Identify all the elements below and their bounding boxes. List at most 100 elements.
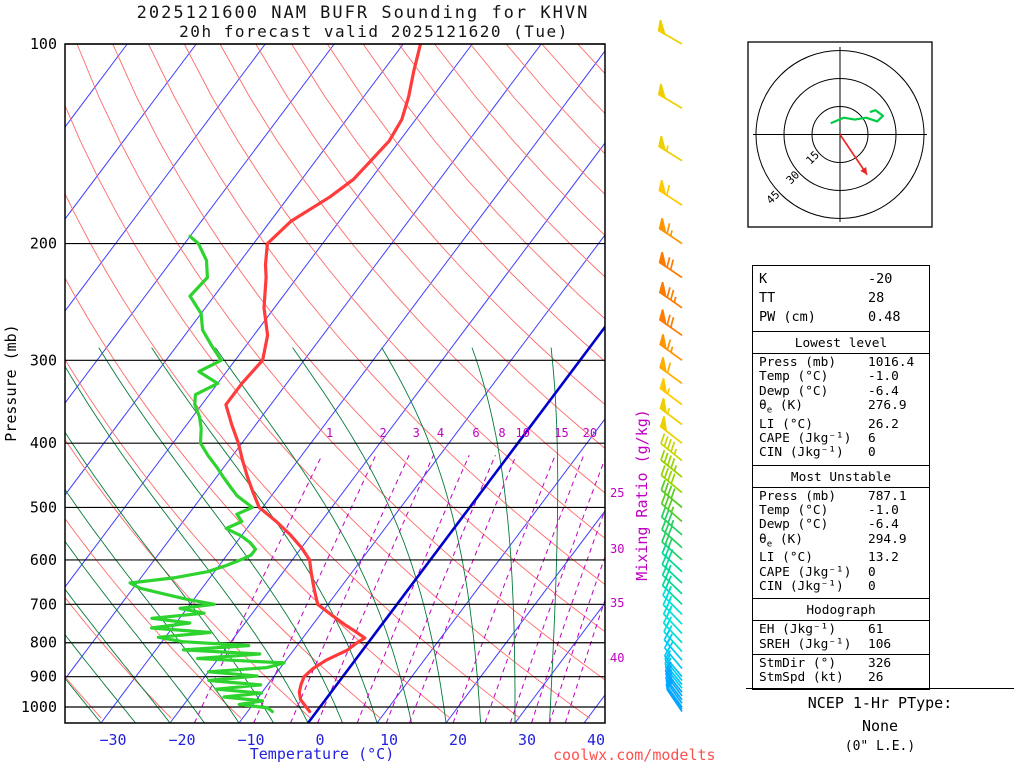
moist-adiabat-line bbox=[292, 347, 447, 723]
wind-barb-staff bbox=[660, 474, 683, 494]
wind-barb-feather bbox=[661, 543, 668, 554]
stats-panel: K -20 TT 28 PW (cm) 0.48 bbox=[752, 265, 930, 332]
mixing-ratio-label: 8 bbox=[498, 426, 505, 440]
wind-barb-feather bbox=[667, 470, 673, 482]
stats-row-value: 0 bbox=[868, 445, 876, 461]
stats-panel-header: Hodograph bbox=[753, 602, 929, 622]
wind-barb-feather bbox=[664, 509, 670, 521]
stats-row: LI (°C) 26.2 bbox=[759, 416, 924, 432]
wind-barb bbox=[658, 135, 683, 162]
wind-barb bbox=[659, 378, 683, 406]
wind-barb-feather bbox=[665, 665, 673, 675]
wind-barb-column bbox=[657, 19, 683, 713]
mixing-ratio-edge-label: 25 bbox=[610, 486, 624, 500]
stats-row-label: θe (K) bbox=[759, 531, 803, 550]
mixing-ratio-line bbox=[484, 455, 585, 723]
wind-barb-flag bbox=[659, 334, 668, 351]
stats-row-value: 0.48 bbox=[868, 309, 901, 325]
moist-adiabat-line bbox=[65, 677, 102, 723]
stats-row-label: LI (°C) bbox=[759, 416, 813, 432]
mixing-ratio-line bbox=[531, 508, 605, 723]
wind-barb bbox=[660, 479, 683, 509]
wind-barb-staff bbox=[660, 442, 683, 462]
hodograph-trace bbox=[830, 109, 885, 125]
stats-panel-divider bbox=[753, 653, 929, 655]
temperature-curve bbox=[224, 44, 423, 714]
pressure-tick-label: 900 bbox=[30, 668, 57, 686]
wind-barb-feather bbox=[666, 455, 672, 466]
wind-barb-feather bbox=[666, 339, 672, 350]
isotherm-line bbox=[238, 234, 605, 723]
mixing-ratio-label: 10 bbox=[515, 426, 529, 440]
wind-barb bbox=[658, 179, 683, 206]
wind-barb-flag bbox=[659, 378, 668, 395]
stats-row-value: 28 bbox=[868, 290, 885, 306]
wind-barb-feather bbox=[663, 646, 671, 657]
stats-row-label: EH (Jkg⁻¹) bbox=[759, 622, 837, 638]
stats-row-label: θe (K) bbox=[759, 397, 803, 416]
wind-barb-feather bbox=[667, 549, 674, 560]
wind-barb-flag bbox=[658, 135, 667, 153]
storm-motion-arrow bbox=[839, 134, 868, 176]
moist-adiabat-line bbox=[151, 347, 378, 723]
chart-subtitle: 20h forecast valid 2025121620 (Tue) bbox=[179, 22, 569, 41]
mixing-ratio-label: 20 bbox=[583, 426, 597, 440]
stats-row-value: 106 bbox=[868, 636, 892, 652]
wind-barb bbox=[658, 218, 683, 245]
wind-barb-half-feather bbox=[673, 465, 678, 472]
stats-row: Temp (°C) -1.0 bbox=[759, 503, 924, 518]
stats-row: SREH (Jkg⁻¹) 106 bbox=[759, 636, 924, 652]
stats-row-label: CAPE (Jkg⁻¹) bbox=[759, 564, 852, 580]
wind-barb-feather bbox=[666, 184, 671, 196]
wind-barb-half-feather bbox=[670, 519, 675, 526]
wind-barb-feather bbox=[669, 289, 675, 301]
wind-barb-feather bbox=[665, 672, 673, 682]
isotherm-line bbox=[376, 418, 605, 723]
wind-barb-half-feather bbox=[665, 145, 669, 152]
profiles bbox=[128, 44, 423, 714]
isobars: 100 200 300 400 500 600 700 800 900 1000 bbox=[21, 35, 605, 716]
wind-barb-feather bbox=[664, 661, 672, 672]
stats-row: LI (°C) 13.2 bbox=[759, 551, 924, 566]
moist-adiabat-line bbox=[65, 540, 205, 723]
dry-adiabat-line bbox=[65, 438, 312, 719]
wind-barb-half-feather bbox=[670, 346, 674, 353]
stats-row: θe (K) 276.9 bbox=[759, 397, 924, 418]
wind-barb-feather bbox=[663, 621, 670, 632]
pressure-axis-title: Pressure (mb) bbox=[2, 324, 20, 441]
wind-barb-feather bbox=[670, 473, 676, 484]
wind-barb bbox=[657, 19, 683, 45]
wind-barb-feather bbox=[663, 436, 669, 447]
dry-adiabat-line bbox=[65, 596, 172, 719]
moist-adiabat-line bbox=[65, 365, 309, 723]
wind-barb bbox=[658, 281, 683, 309]
mixing-ratio-line bbox=[564, 598, 605, 723]
wind-barb-feather bbox=[664, 534, 670, 546]
stats-row: Dewp (°C) -6.4 bbox=[759, 384, 924, 399]
moist-adiabat-line bbox=[381, 347, 481, 723]
temperature-tick-label: 40 bbox=[587, 731, 605, 749]
temperature-tick-label: 30 bbox=[518, 731, 536, 749]
stats-row-value: -6.4 bbox=[868, 517, 899, 533]
wind-barb-staff bbox=[661, 503, 683, 523]
stats-row-label: Press (mb) bbox=[759, 355, 837, 370]
wind-barb-feather bbox=[662, 613, 670, 624]
pressure-tick-label: 100 bbox=[30, 35, 57, 53]
pressure-tick-label: 300 bbox=[30, 351, 57, 369]
dry-adiabat-line bbox=[65, 358, 381, 719]
isotherm-line bbox=[65, 44, 404, 496]
wind-barb bbox=[660, 493, 683, 523]
dry-adiabat-line bbox=[255, 44, 605, 449]
wind-barb bbox=[660, 433, 683, 462]
wind-barb-feather bbox=[661, 519, 667, 530]
dry-adiabat-line bbox=[148, 44, 605, 586]
stats-row: EH (Jkg⁻¹) 61 bbox=[759, 622, 924, 638]
wind-barb-flag bbox=[659, 416, 668, 433]
temperature-tick-label: 10 bbox=[380, 731, 398, 749]
stats-row: Press (mb) 787.1 bbox=[759, 489, 924, 504]
stats-row: PW (cm) 0.48 bbox=[759, 308, 924, 327]
stats-row: CAPE (Jkg⁻¹) 0 bbox=[759, 564, 924, 580]
wind-barb-feather bbox=[665, 675, 673, 686]
stats-panel: Most Unstable Press (mb) 787.1 Temp (°C) -1.… bbox=[752, 464, 930, 600]
